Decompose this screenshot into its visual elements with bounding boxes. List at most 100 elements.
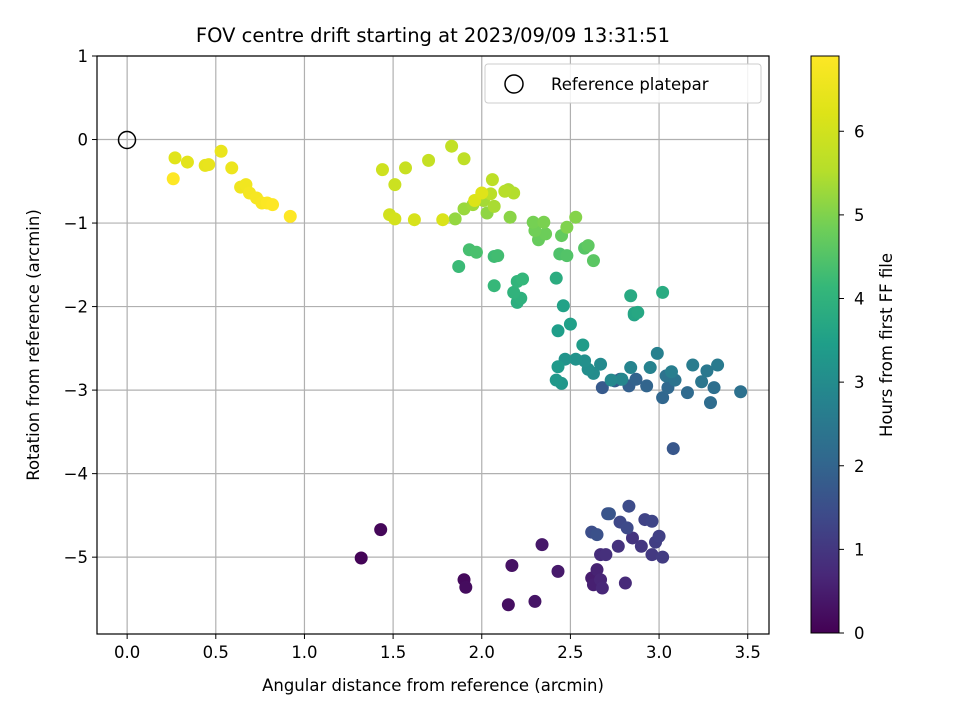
x-tick-label: 1.0	[291, 643, 317, 662]
x-tick-label: 0.5	[203, 643, 229, 662]
scatter-point	[625, 531, 639, 545]
scatter-point	[707, 381, 721, 395]
scatter-point	[594, 357, 608, 371]
legend-marker-reference	[504, 74, 524, 94]
scatter-point	[656, 391, 670, 405]
scatter-point	[487, 279, 501, 293]
scatter-point	[549, 271, 563, 285]
y-tick-label: −1	[64, 214, 88, 233]
scatter-point	[498, 184, 512, 198]
scatter-point	[634, 539, 648, 553]
scatter-point	[664, 365, 678, 379]
y-tick-label: −2	[64, 298, 88, 317]
x-tick-label: 2.0	[469, 643, 495, 662]
scatter-point	[620, 521, 634, 535]
chart-title: FOV centre drift starting at 2023/09/09 …	[196, 24, 670, 47]
scatter-point	[666, 442, 680, 456]
scatter-point	[595, 381, 609, 395]
scatter-point	[459, 580, 473, 594]
scatter-point	[602, 507, 616, 521]
scatter-point	[475, 186, 489, 200]
scatter-point	[445, 139, 459, 153]
scatter-points	[166, 139, 748, 612]
scatter-point	[535, 538, 549, 552]
y-tick-label: −4	[64, 465, 88, 484]
scatter-point	[695, 375, 709, 389]
scatter-point	[734, 385, 748, 399]
scatter-point	[491, 249, 505, 263]
scatter-point	[624, 289, 638, 303]
colorbar-tick-label: 3	[854, 373, 865, 392]
scatter-point	[166, 172, 180, 186]
scatter-point	[656, 550, 670, 564]
scatter-point	[528, 594, 542, 608]
scatter-point	[507, 285, 521, 299]
scatter-point	[214, 144, 228, 158]
colorbar-tick-label: 2	[854, 457, 865, 476]
scatter-point	[622, 499, 636, 513]
scatter-point	[448, 212, 462, 226]
scatter-point	[711, 358, 725, 372]
scatter-point	[645, 548, 659, 562]
grid	[97, 55, 769, 634]
scatter-point	[569, 210, 583, 224]
colorbar-tick-label: 6	[854, 122, 865, 141]
scatter-point	[225, 161, 239, 175]
scatter-point	[551, 324, 565, 338]
scatter-point	[202, 158, 216, 172]
scatter-point	[618, 576, 632, 590]
scatter-point	[599, 548, 613, 562]
scatter-point	[686, 358, 700, 372]
scatter-point	[590, 563, 604, 577]
x-axis: 0.0 0.5 1.0 1.5 2.0 2.5 3.0 3.5	[114, 634, 761, 662]
scatter-point	[526, 215, 540, 229]
scatter-point	[549, 373, 563, 387]
colorbar-ticks: 0 1 2 3 4 5 6	[839, 122, 865, 643]
scatter-point	[604, 373, 618, 387]
scatter-point	[436, 213, 450, 227]
x-tick-label: 0.0	[114, 643, 140, 662]
scatter-point	[640, 379, 654, 393]
scatter-point	[388, 212, 402, 226]
scatter-point	[560, 249, 574, 263]
y-axis-label: Rotation from reference (arcmin)	[24, 209, 43, 481]
scatter-point	[399, 161, 413, 175]
plot-area: Reference platepar	[96, 55, 770, 635]
y-tick-label: −5	[64, 548, 88, 567]
scatter-point	[283, 209, 297, 223]
colorbar-gradient	[810, 55, 840, 634]
reference-marker	[117, 130, 137, 150]
scatter-point	[581, 239, 595, 253]
scatter-point	[503, 210, 517, 224]
scatter-point	[487, 199, 501, 213]
scatter-point	[501, 598, 515, 612]
scatter-point	[590, 528, 604, 542]
legend-box	[484, 63, 762, 104]
plot-frame-background	[97, 56, 769, 634]
scatter-point	[629, 372, 643, 386]
scatter-point	[354, 551, 368, 565]
scatter-point	[551, 360, 565, 374]
scatter-point	[611, 539, 625, 553]
scatter-point	[703, 396, 717, 410]
scatter-point	[624, 361, 638, 375]
scatter-point	[586, 254, 600, 268]
scatter-point	[452, 259, 466, 273]
scatter-point	[652, 529, 666, 543]
colorbar-tick-label: 5	[854, 206, 865, 225]
scatter-point	[560, 220, 574, 234]
x-tick-label: 3.5	[735, 643, 761, 662]
scatter-point	[645, 514, 659, 528]
scatter-point	[631, 305, 645, 319]
scatter-point	[537, 215, 551, 229]
scatter-point	[563, 317, 577, 331]
scatter-point	[569, 352, 583, 366]
scatter-point	[539, 227, 553, 241]
legend-label-reference: Reference platepar	[551, 75, 709, 94]
scatter-point	[700, 364, 714, 378]
plot-frame	[96, 55, 770, 635]
scatter-point	[505, 559, 519, 573]
x-tick-label: 2.5	[557, 643, 583, 662]
colorbar: 0 1 2 3 4 5 6 Hours from first FF file	[810, 55, 896, 643]
x-tick-label: 1.5	[380, 643, 406, 662]
